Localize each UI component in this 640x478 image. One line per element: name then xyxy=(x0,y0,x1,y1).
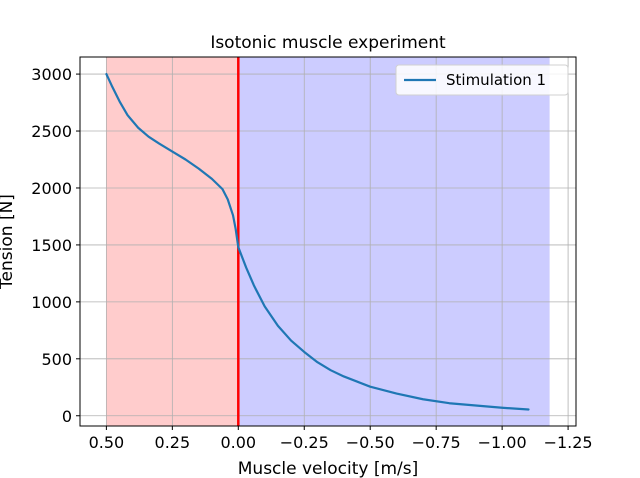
legend: Stimulation 1 xyxy=(395,64,569,96)
x-tick-label: 0.00 xyxy=(220,433,256,452)
y-tick-label: 0 xyxy=(62,407,72,426)
x-tick-label: −0.50 xyxy=(346,433,395,452)
x-tick-label: −0.75 xyxy=(412,433,461,452)
y-tick-label: 1000 xyxy=(31,293,72,312)
series-line-1 xyxy=(105,72,530,411)
chart-title: Isotonic muscle experiment xyxy=(210,33,446,53)
y-tick-label: 3000 xyxy=(31,65,72,84)
y-tick-label: 1500 xyxy=(31,236,72,255)
x-tick-label: −1.25 xyxy=(544,433,593,452)
x-tick-label: 0.50 xyxy=(89,433,125,452)
y-axis-label: Tension [N] xyxy=(0,194,17,290)
legend-label: Stimulation 1 xyxy=(446,71,546,89)
x-tick-label: −0.25 xyxy=(280,433,329,452)
y-tick-label: 500 xyxy=(41,350,72,369)
y-tick-label: 2500 xyxy=(31,122,72,141)
y-tick-label: 2000 xyxy=(31,179,72,198)
plot-frame xyxy=(79,56,577,427)
x-axis-label: Muscle velocity [m/s] xyxy=(238,459,418,478)
region-concentric xyxy=(238,57,550,426)
legend-box xyxy=(395,64,569,96)
x-tick-label: 0.25 xyxy=(155,433,191,452)
x-tick-label: −1.00 xyxy=(478,433,527,452)
